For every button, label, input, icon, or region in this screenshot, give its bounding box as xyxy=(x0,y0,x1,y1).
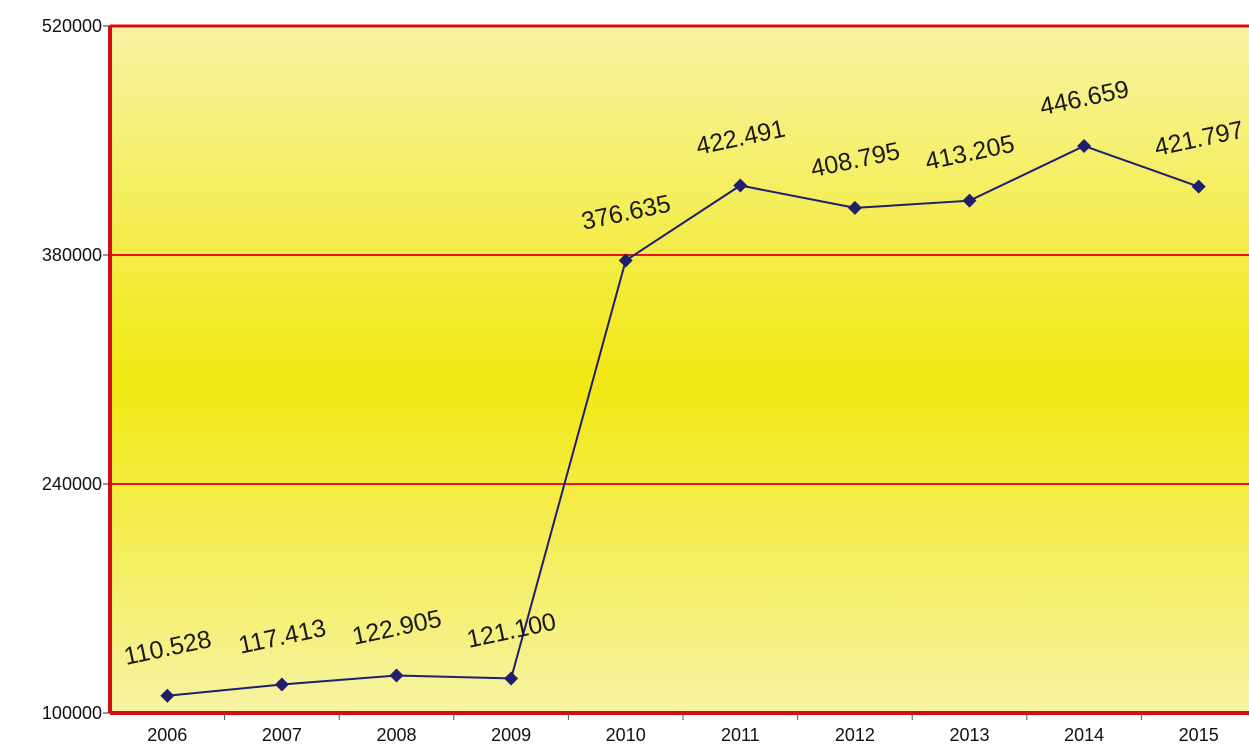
data-point xyxy=(504,671,519,686)
data-point xyxy=(160,688,175,703)
x-tick-label: 2008 xyxy=(376,725,416,745)
data-point xyxy=(274,677,289,692)
gridlines xyxy=(110,254,1249,485)
y-tick-label: 380000 xyxy=(42,245,102,265)
y-tick-label: 240000 xyxy=(42,474,102,494)
series-polyline xyxy=(167,144,1200,697)
y-tick-label: 520000 xyxy=(42,16,102,36)
data-point xyxy=(618,253,633,268)
x-tick-label: 2009 xyxy=(491,725,531,745)
x-tick-label: 2006 xyxy=(147,725,187,745)
plot-area xyxy=(110,26,1249,713)
data-point xyxy=(1191,179,1206,194)
data-point xyxy=(847,200,862,215)
data-point xyxy=(1077,138,1092,153)
data-point xyxy=(962,193,977,208)
x-tick-label: 2007 xyxy=(262,725,302,745)
x-tick-label: 2010 xyxy=(606,725,646,745)
x-tick-label: 2012 xyxy=(835,725,875,745)
x-axis-ticks: 2006 2007 2008 2009 2010 2011 2012 2013 2014 2015 xyxy=(147,713,1219,745)
y-axis-ticks: 100000 240000 380000 520000 xyxy=(42,16,110,723)
x-tick-label: 2011 xyxy=(721,725,760,745)
y-tick-label: 100000 xyxy=(42,703,102,723)
x-tick-label: 2015 xyxy=(1179,725,1219,745)
data-point xyxy=(389,668,404,683)
series-line xyxy=(167,144,1200,697)
data-markers xyxy=(160,138,1206,703)
data-point xyxy=(733,178,748,193)
x-tick-label: 2014 xyxy=(1064,725,1104,745)
x-tick-label: 2013 xyxy=(949,725,989,745)
